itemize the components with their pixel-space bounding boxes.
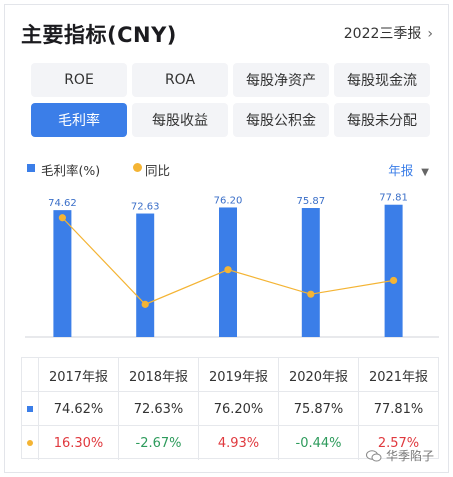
table-cell: 4.93% <box>198 426 278 460</box>
caret-down-icon: ▼ <box>421 167 429 178</box>
period-label: 2022三季报 <box>343 26 422 42</box>
yoy-point-2020年报[interactable] <box>307 290 315 298</box>
yoy-point-2021年报[interactable] <box>390 276 398 285</box>
bar-value-label: 76.20 <box>214 195 243 206</box>
yoy-point-2017年报[interactable] <box>58 214 66 222</box>
column-header: 2020年报 <box>278 358 358 392</box>
period-selector[interactable]: 2022三季报 › <box>344 23 433 43</box>
table-cell: 76.20% <box>198 392 278 426</box>
tab-cashflow-per-share[interactable]: 每股现金流 <box>334 63 430 97</box>
indicator-panel: 主要指标(CNY) 2022三季报 › ROE ROA 每股净资产 每股现金流 毛… <box>4 4 449 473</box>
page-title: 主要指标(CNY) <box>21 23 177 47</box>
column-header: 2019年报 <box>198 358 278 392</box>
yoy-point-2019年报[interactable] <box>224 266 232 274</box>
table-cell: 74.62% <box>38 392 118 426</box>
data-table: 2017年报 2018年报 2019年报 2020年报 2021年报 74.62… <box>21 357 439 460</box>
margin-row-marker <box>22 392 38 426</box>
bar-legend-marker <box>27 164 35 172</box>
table-cell: 77.81% <box>358 392 438 426</box>
table-cell: 75.87% <box>278 392 358 426</box>
yoy-point-2018年报[interactable] <box>141 300 149 308</box>
bar-2017年报[interactable] <box>53 210 72 337</box>
frequency-label: 年报 <box>388 163 414 178</box>
bar-2018年报[interactable] <box>136 213 155 337</box>
tab-net-assets-per-share[interactable]: 每股净资产 <box>233 63 329 97</box>
table-row-margin: 74.62% 72.63% 76.20% 75.87% 77.81% <box>22 392 438 426</box>
tab-gross-margin[interactable]: 毛利率 <box>31 103 127 137</box>
chart-legend: 毛利率(%) 同比 年报 ▼ <box>27 159 437 179</box>
tab-undistributed-per-share[interactable]: 每股未分配 <box>334 103 430 137</box>
tab-eps[interactable]: 每股收益 <box>132 103 228 137</box>
bar-legend-label: 毛利率(%) <box>41 163 101 178</box>
yoy-row-marker <box>22 426 38 460</box>
tab-reserve-per-share[interactable]: 每股公积金 <box>233 103 329 137</box>
line-legend-label: 同比 <box>145 163 171 178</box>
table-cell: 72.63% <box>118 392 198 426</box>
line-legend-marker <box>133 163 142 172</box>
watermark-text: 华季陷子 <box>385 449 434 463</box>
bar-value-label: 75.87 <box>296 196 325 207</box>
table-row-yoy: 16.30% -2.67% 4.93% -0.44% 2.57% <box>22 426 438 460</box>
column-header: 2017年报 <box>38 358 118 392</box>
chevron-right-icon: › <box>427 26 433 42</box>
tab-roa[interactable]: ROA <box>132 63 228 97</box>
bar-value-label: 77.81 <box>379 193 408 204</box>
frequency-selector[interactable]: 年报 ▼ <box>388 160 429 179</box>
table-cell: -2.67% <box>118 426 198 460</box>
gross-margin-chart: 74.62 72.63 76.20 75.87 77.81 <box>25 193 439 338</box>
bar-value-label: 74.62 <box>48 198 77 209</box>
watermark: 华季陷子 <box>365 447 434 464</box>
bar-2020年报[interactable] <box>301 208 320 337</box>
wechat-icon <box>365 449 382 461</box>
line-series-dot-icon <box>27 440 33 446</box>
bar-2021年报[interactable] <box>384 204 403 337</box>
table-cell: -0.44% <box>278 426 358 460</box>
bar-value-label: 72.63 <box>131 202 160 213</box>
panel-header: 主要指标(CNY) 2022三季报 › <box>21 15 441 49</box>
table-cell: 16.30% <box>38 426 118 460</box>
tab-roe[interactable]: ROE <box>31 63 127 97</box>
bar-series-square-icon <box>27 406 33 412</box>
column-header: 2021年报 <box>358 358 438 392</box>
table-cell: 2.57% <box>358 426 438 460</box>
header-spacer <box>22 358 38 392</box>
column-header: 2018年报 <box>118 358 198 392</box>
table-header-row: 2017年报 2018年报 2019年报 2020年报 2021年报 <box>22 358 438 392</box>
